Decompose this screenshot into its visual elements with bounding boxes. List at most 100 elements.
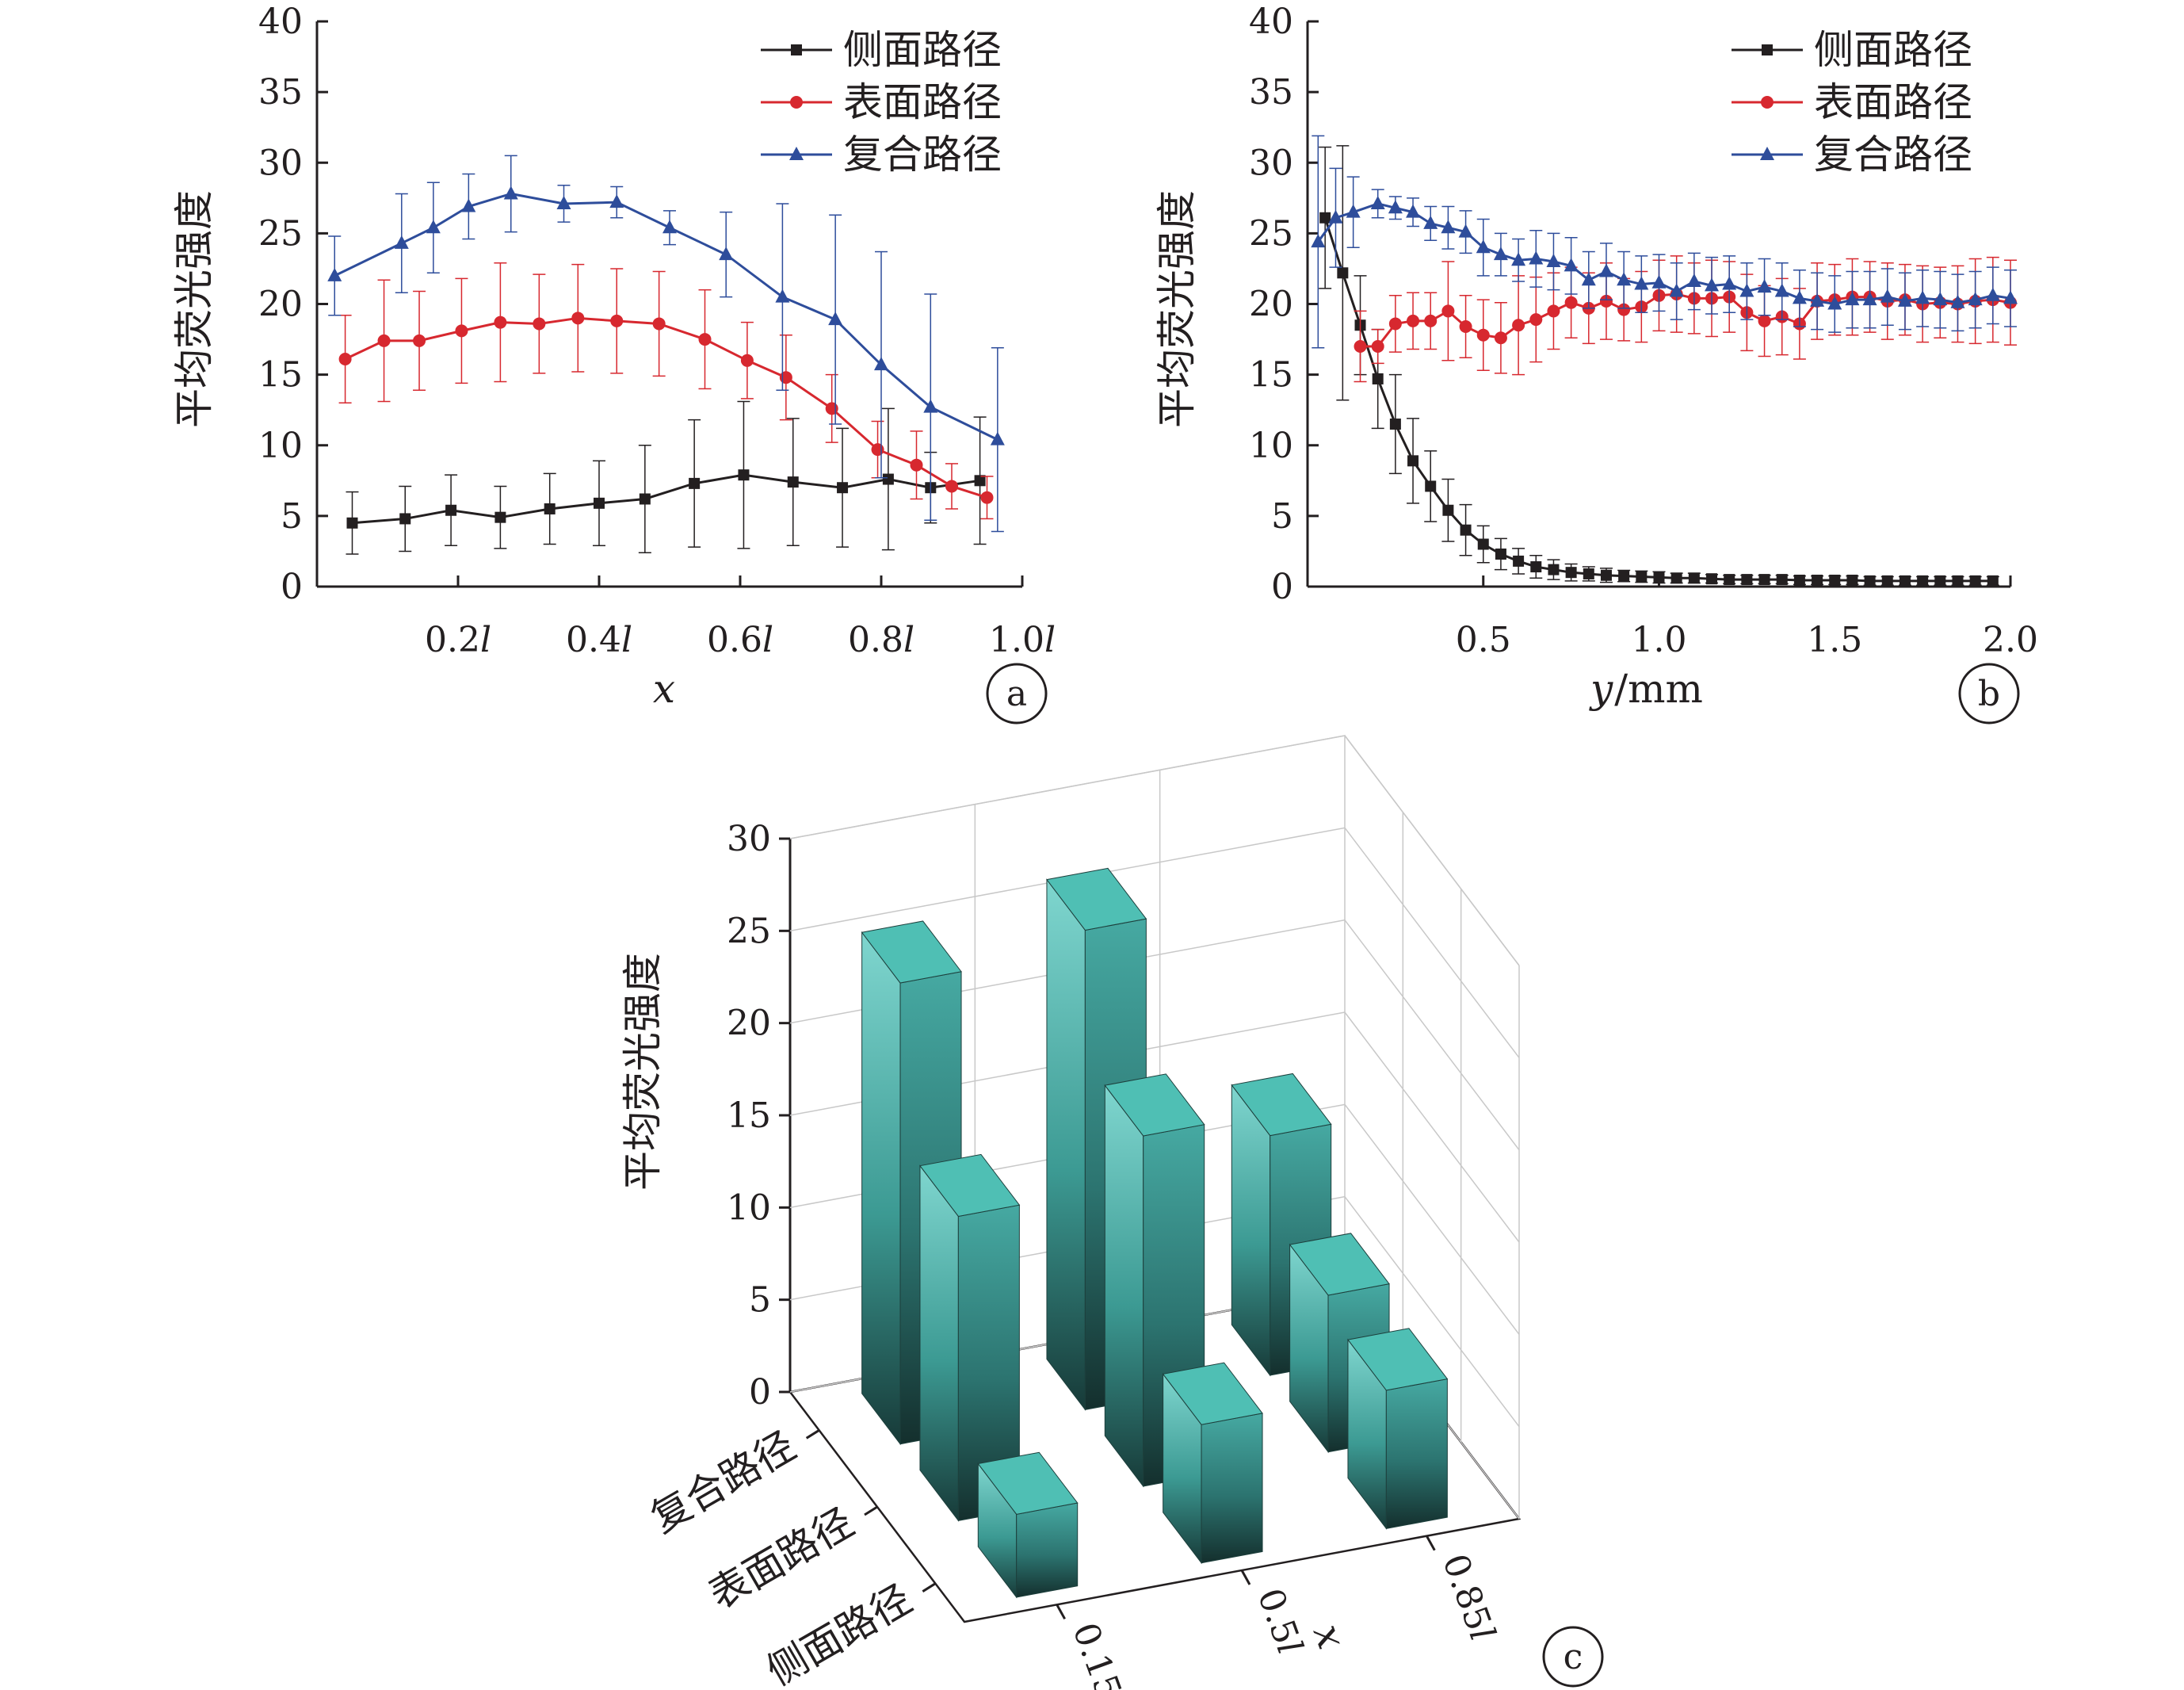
chart-a-data-point xyxy=(594,497,605,509)
chart-c-bar-top xyxy=(1162,1362,1263,1425)
chart-a-data-point xyxy=(787,476,799,488)
chart-c-row-label: 表面路径 xyxy=(701,1499,861,1618)
chart-b-data-point xyxy=(1880,289,1895,303)
chart-b-data-point xyxy=(1548,564,1560,575)
chart-c-bar-top xyxy=(1231,1072,1332,1137)
chart-b-data-point xyxy=(1425,480,1437,492)
chart-b-y-tick-label: 5 xyxy=(1271,496,1293,537)
chart-a-x-tick-label: 0.2l xyxy=(425,620,491,660)
chart-b-data-point xyxy=(1686,273,1701,287)
chart-b-data-point xyxy=(1388,317,1402,331)
chart-a-data-point xyxy=(426,220,441,234)
chart-c-bar-side xyxy=(861,931,901,1446)
chart-b-data-point xyxy=(1792,290,1807,304)
chart-a-legend-marker xyxy=(790,96,803,109)
chart-b-data-point xyxy=(1862,292,1877,306)
chart-b-data-point xyxy=(1915,290,1930,304)
chart-c-bar xyxy=(919,1153,1021,1522)
chart-c-gridline xyxy=(1344,1011,1520,1243)
chart-a-data-point xyxy=(779,371,792,384)
chart-a-y-tick-label: 30 xyxy=(258,143,303,183)
chart-c-bar-top xyxy=(861,920,962,984)
chart-a-x-tick-label: 0.8l xyxy=(848,620,914,660)
chart-a-data-point xyxy=(327,267,342,281)
chart-b-data-point xyxy=(1319,212,1331,224)
chart-b-data-point xyxy=(1724,574,1735,586)
chart-b-data-point xyxy=(1529,250,1544,265)
chart-b-data-point xyxy=(1705,277,1720,292)
chart-a-data-point xyxy=(610,314,624,327)
chart-b-data-point xyxy=(1530,561,1542,573)
chart-b-data-point xyxy=(1950,294,1965,308)
chart-a-data-point xyxy=(455,324,468,338)
chart-c-bar xyxy=(1347,1328,1449,1530)
chart-a-series-line xyxy=(352,473,980,525)
chart-c-gridline xyxy=(1344,1196,1520,1428)
chart-b-data-point xyxy=(1774,283,1789,297)
chart-c-bar-top xyxy=(1347,1328,1449,1391)
chart-b-data-point xyxy=(1810,292,1825,307)
chart-a-data-point xyxy=(399,513,411,525)
chart-a-data-point xyxy=(738,469,750,481)
chart-a-data-point xyxy=(923,399,938,413)
chart-c-row-label: 复合路径 xyxy=(643,1422,803,1541)
chart-b-data-point xyxy=(1617,303,1631,316)
chart-b-data-point xyxy=(1442,504,1454,516)
chart-a-legend-marker xyxy=(789,147,804,160)
chart-b-y-tick-label: 15 xyxy=(1249,355,1293,396)
chart-c-panel-badge: c xyxy=(1542,1626,1604,1688)
chart-b: 平均荧光强度 y/mm b 0 5 10 15 20 25 30 35 40 0.5 1.0 1.5 2… xyxy=(1154,2,2038,725)
chart-c-z-tick-label: 5 xyxy=(749,1280,771,1321)
chart-b-data-point xyxy=(1476,239,1491,254)
chart-a-data-point xyxy=(533,317,546,331)
chart-b-data-point xyxy=(1987,575,1999,587)
chart-a-x-tick-label: 1.0l xyxy=(989,620,1056,660)
chart-a-data-point xyxy=(413,334,426,347)
chart-a-data-point xyxy=(346,517,358,529)
chart-a-series-triangle xyxy=(327,155,1005,533)
chart-b-series-triangle xyxy=(1311,135,2018,349)
chart-a-data-point xyxy=(874,357,888,371)
chart-c-bar xyxy=(977,1451,1079,1599)
chart-c-x-tick xyxy=(1056,1604,1066,1620)
chart-b-data-point xyxy=(1441,304,1455,318)
chart-b-data-point xyxy=(1424,314,1438,327)
chart-c-z-tick-label: 20 xyxy=(727,1004,771,1044)
chart-b-data-point xyxy=(1459,320,1472,334)
chart-c-gridline xyxy=(1344,1103,1520,1335)
chart-b-data-point xyxy=(1441,220,1456,234)
chart-b-data-point xyxy=(1476,328,1490,342)
chart-b-data-point xyxy=(1864,575,1876,587)
chart-c-bar-side xyxy=(919,1164,959,1522)
chart-c-x-tick xyxy=(1240,1570,1251,1585)
chart-c-bar-side xyxy=(1046,878,1086,1411)
chart-c-x-tick xyxy=(1426,1535,1436,1551)
svg-text:b: b xyxy=(1978,674,2000,714)
chart-c-ylabel: 平均荧光强度 xyxy=(620,953,666,1191)
chart-c-bar-front xyxy=(1016,1502,1079,1598)
chart-c-z-tick-label: 25 xyxy=(727,911,771,951)
chart-b-legend-marker xyxy=(1761,96,1774,109)
chart-b-data-point xyxy=(1583,568,1594,579)
chart-b-x-tick-label: 1.5 xyxy=(1807,620,1862,660)
chart-b-data-point xyxy=(2003,290,2018,304)
chart-b-data-point xyxy=(1829,574,1841,586)
chart-b-series-circle xyxy=(1354,255,2017,383)
chart-b-legend-label: 表面路径 xyxy=(1814,79,1972,125)
chart-c-z-tick-label: 30 xyxy=(727,819,771,859)
chart-b-data-point xyxy=(1846,574,1858,586)
chart-b-data-point xyxy=(1793,574,1805,586)
chart-c-x-tick-label: 0.5l xyxy=(1250,1583,1311,1659)
chart-a-data-point xyxy=(990,431,1005,445)
chart-b-x-tick-label: 1.0 xyxy=(1632,620,1687,660)
chart-b-data-point xyxy=(1371,339,1384,353)
chart-a-series-circle xyxy=(338,262,994,520)
chart-a-panel-badge: a xyxy=(986,663,1048,725)
chart-b-data-point xyxy=(1370,195,1385,209)
chart-b-x-tick-label: 0.5 xyxy=(1456,620,1511,660)
chart-b-y-tick-label: 10 xyxy=(1249,426,1293,466)
chart-b-series-line xyxy=(1360,292,2011,348)
chart-b-data-point xyxy=(1634,276,1649,290)
chart-b-data-point xyxy=(1776,574,1788,586)
chart-a-data-point xyxy=(503,185,518,200)
